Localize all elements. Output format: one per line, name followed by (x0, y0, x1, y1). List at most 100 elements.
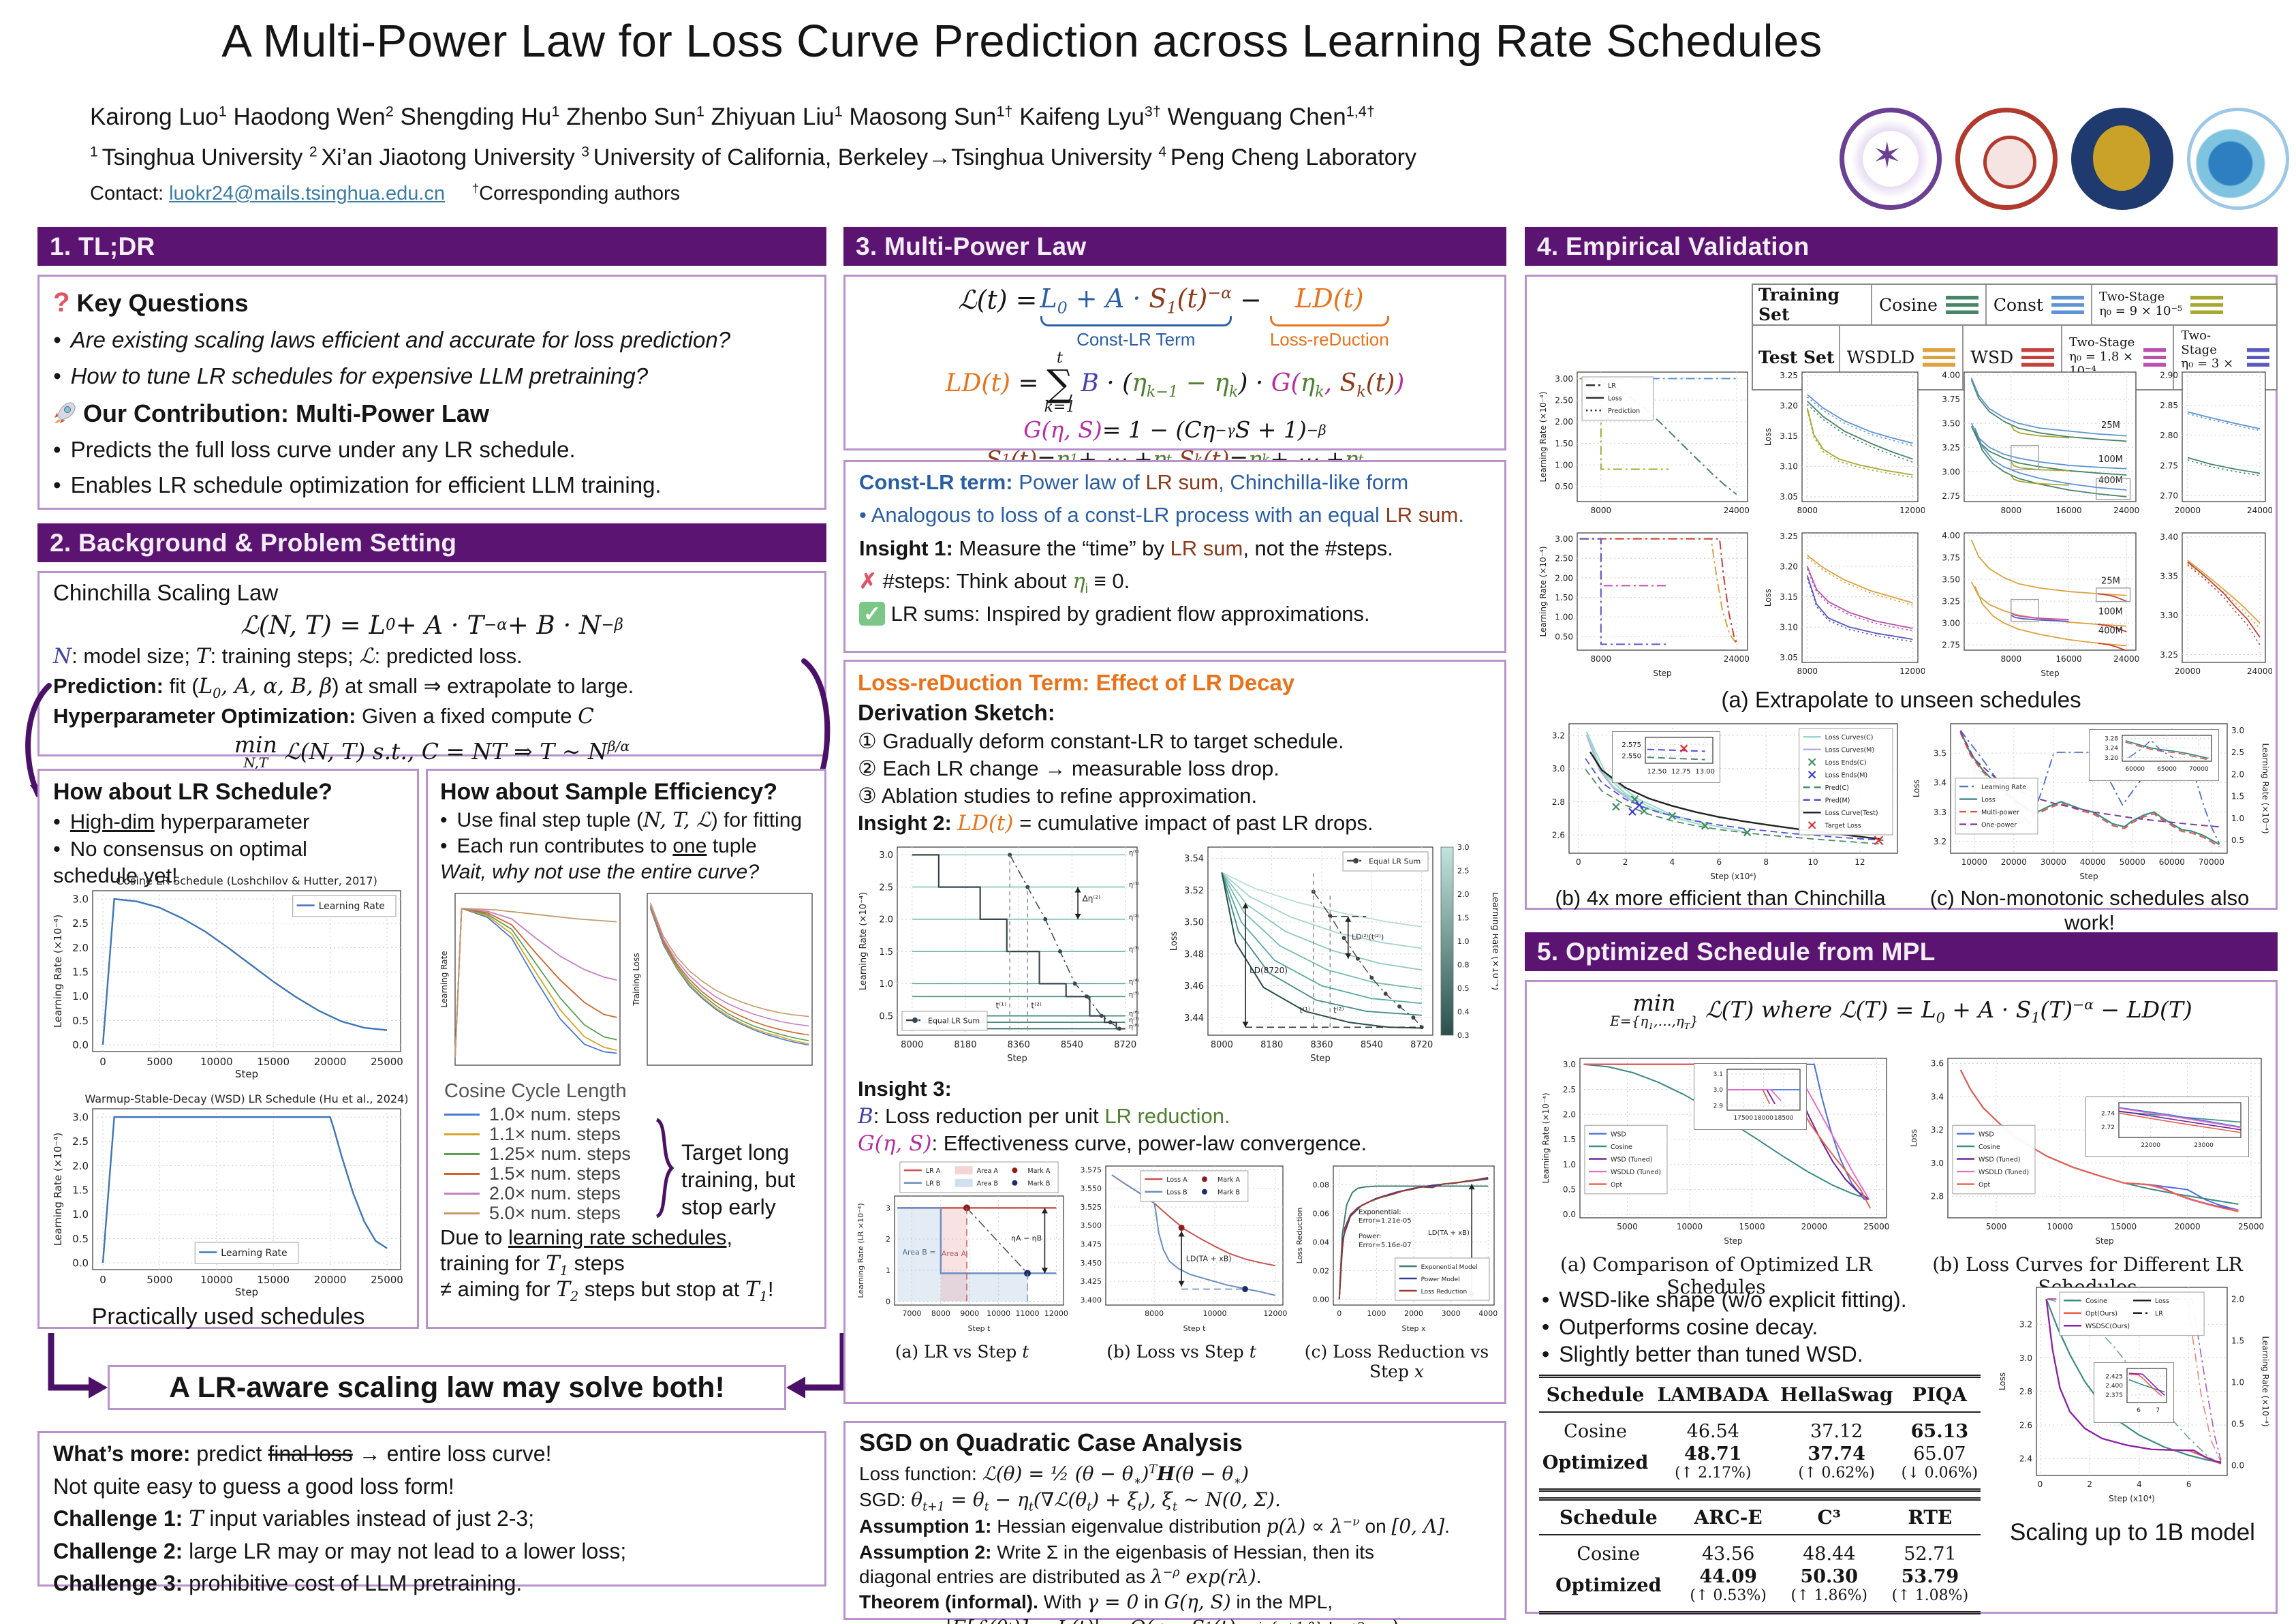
svg-text:1.00: 1.00 (1555, 460, 1573, 470)
lr-decay-schedule-chart: 8000 8180 8360 8540 8720 0.5 1.0 1.5 2.0 2.5 3.0 St… (856, 842, 1164, 1067)
svg-text:0.00: 0.00 (1313, 1296, 1330, 1304)
svg-text:1.5: 1.5 (1457, 913, 1470, 922)
svg-text:2.80: 2.80 (2160, 431, 2178, 440)
test-set-row: Test Set WSDLD WSD Two-Stage η₀ = 1.8 × 1… (1753, 326, 2276, 389)
svg-text:3.2: 3.2 (2019, 1320, 2032, 1330)
svg-text:Step: Step (1724, 1236, 1742, 1246)
svg-text:WSD: WSD (1979, 1131, 1994, 1139)
svg-text:Step: Step (2041, 669, 2059, 678)
svg-text:1.0: 1.0 (72, 1208, 89, 1221)
svg-text:LR: LR (2155, 1311, 2163, 1318)
svg-text:25000: 25000 (1863, 1222, 1889, 1231)
svg-text:8000: 8000 (1591, 654, 1612, 664)
whats-more-line-2: Not quite easy to guess a good loss form… (53, 1473, 454, 1499)
contact-email-link[interactable]: luokr24@mails.tsinghua.edu.cn (169, 183, 446, 204)
svg-text:30000: 30000 (2041, 857, 2066, 867)
svg-text:3.25: 3.25 (2160, 650, 2178, 660)
svg-text:Training Loss: Training Loss (632, 953, 641, 1006)
svg-text:1.50: 1.50 (1555, 439, 1573, 448)
loss-reduction-label: Loss-reDuction (1269, 329, 1389, 350)
svg-text:3.75: 3.75 (1942, 395, 1960, 404)
svg-text:Mark A: Mark A (1027, 1167, 1050, 1175)
lr-box-caption: Practically used schedules (91, 1304, 365, 1330)
svg-text:12000: 12000 (1899, 506, 1925, 515)
svg-text:3: 3 (886, 1204, 890, 1212)
svg-text:Learning Rate (×10⁻⁴): Learning Rate (×10⁻⁴) (52, 915, 64, 1028)
svg-text:23000: 23000 (2194, 1142, 2214, 1149)
svg-text:2.0: 2.0 (2231, 1294, 2244, 1304)
svg-text:η⁽⁸⁾: η⁽⁸⁾ (1129, 1024, 1139, 1031)
svg-text:20000: 20000 (314, 1056, 347, 1068)
svg-text:2: 2 (1623, 857, 1628, 867)
svg-text:5000: 5000 (1986, 1222, 2007, 1231)
test-loss-main-chart: 8000 16000 24000 2.75 3.00 3.25 3.50 3.75 4.00 St… (1932, 527, 2143, 681)
svg-text:Loss: Loss (1608, 395, 1622, 403)
svg-text:12.75: 12.75 (1671, 768, 1691, 776)
svg-text:η⁽²⁾: η⁽²⁾ (1129, 914, 1139, 921)
svg-text:3.05: 3.05 (1780, 653, 1798, 662)
optimized-lr-schedules-chart: 5000 10000 15000 20000 25000 0.0 0.5 1.0 1.5 2.0 2… (1539, 1053, 1893, 1249)
svg-text:0.02: 0.02 (1313, 1266, 1330, 1275)
svg-text:2.0: 2.0 (72, 942, 89, 954)
svg-text:2.5: 2.5 (1457, 866, 1470, 875)
svg-text:Opt: Opt (1979, 1182, 1991, 1189)
svg-text:Pred(C): Pred(C) (1825, 784, 1849, 792)
train-loss-zoom2-chart: 20000 24000 2.70 2.75 2.80 2.85 2.90 (2150, 367, 2273, 521)
svg-text:2.5: 2.5 (2231, 748, 2244, 757)
benchmark-table-1: Schedule LAMBADA HellaSwag PIQA Cosine 46.54… (1539, 1375, 1981, 1492)
svg-text:60000: 60000 (2159, 857, 2185, 867)
ld-equation: LD(t) = t ∑ k=1 B · (ηk−1 − ηk) · G(ηk, Sk… (945, 350, 1405, 416)
svg-text:3.0: 3.0 (72, 893, 89, 906)
svg-text:7000: 7000 (902, 1309, 921, 1318)
svg-text:0.0: 0.0 (1563, 1210, 1576, 1219)
sample-italic-line: Wait, why not use the entire curve? (440, 861, 760, 883)
whats-more-box: What’s more: predict final loss → entire… (37, 1431, 826, 1595)
svg-text:WSD (Tuned): WSD (Tuned) (1979, 1156, 2020, 1164)
svg-text:2.0: 2.0 (1457, 890, 1470, 899)
mpl-main-equation: ℒ(t) = L0 + A · S1(t)−α Const-LR Term − L… (958, 283, 1389, 350)
svg-text:0.5: 0.5 (72, 1233, 89, 1245)
table-row: Cosine 43.56 48.44 52.71 (1577, 1544, 1957, 1565)
svg-text:3000: 3000 (1442, 1309, 1461, 1318)
svg-text:3.52: 3.52 (1184, 886, 1204, 896)
svg-text:8000: 8000 (901, 1040, 923, 1050)
svg-text:Learning Rate (LR ×10⁻⁴): Learning Rate (LR ×10⁻⁴) (856, 1203, 865, 1298)
wsd-lr-chart: 0 5000 10000 15000 20000 25000 0.0 0.5 1.0 1.5 2.0… (52, 1088, 409, 1301)
brace-note: Target long training, but stop early (681, 1140, 796, 1219)
svg-text:3.20: 3.20 (2105, 755, 2118, 762)
svg-text:Learning Rate (×10⁻⁴): Learning Rate (×10⁻⁴) (2261, 1336, 2269, 1426)
svg-text:3.00: 3.00 (1942, 467, 1960, 476)
svg-text:Loss: Loss (1912, 780, 1921, 797)
chinchilla-caption: (b) 4x more efficient than Chinchilla (1555, 886, 1886, 910)
insight-2: Insight 2: LD(t) = cumulative impact of … (858, 811, 1374, 836)
loss-vs-step-panel: 8000 10000 12000 3.400 3.425 3.450 3.475 3.500 3… (1073, 1161, 1290, 1336)
contribution-2: Enables LR schedule optimization for eff… (40, 471, 824, 500)
svg-text:8000: 8000 (931, 1309, 950, 1318)
legend-cosine: Cosine (1871, 285, 1985, 324)
svg-text:0: 0 (1337, 1309, 1341, 1318)
legend-wsdld: WSDLD (1838, 326, 1963, 389)
svg-text:9000: 9000 (960, 1309, 979, 1318)
svg-text:3.20: 3.20 (1780, 562, 1798, 571)
svg-text:4.00: 4.00 (1942, 371, 1960, 380)
svg-text:Loss Curves(M): Loss Curves(M) (1825, 747, 1874, 754)
svg-text:Loss: Loss (1763, 589, 1773, 607)
svg-text:Learning Rate: Learning Rate (319, 901, 385, 912)
svg-text:2.90: 2.90 (2160, 371, 2178, 380)
svg-text:Loss A: Loss A (1166, 1176, 1188, 1184)
svg-text:2.0: 2.0 (72, 1160, 89, 1172)
logo-berkeley (2071, 108, 2173, 210)
svg-text:8720: 8720 (1410, 1040, 1433, 1050)
cosine-lr-chart: 0 5000 10000 15000 20000 25000 0.0 0.5 1.0 1.5 2.0… (52, 870, 407, 1083)
svg-text:12000: 12000 (1044, 1309, 1068, 1318)
svg-text:3.20: 3.20 (1780, 401, 1798, 410)
svg-text:2.6: 2.6 (2019, 1420, 2032, 1430)
banner-connector-left (48, 1333, 108, 1398)
logo-tsinghua: ✶ (1840, 108, 1942, 210)
svg-text:Power Model: Power Model (1421, 1276, 1460, 1283)
svg-text:Learning Rate (×10⁻⁴): Learning Rate (×10⁻⁴) (1538, 546, 1548, 637)
svg-text:3.50: 3.50 (1942, 418, 1960, 428)
opt-bullet-2: Outperforms cosine decay. (1542, 1313, 1818, 1340)
sgd-box: SGD on Quadratic Case Analysis Loss func… (843, 1421, 1506, 1624)
